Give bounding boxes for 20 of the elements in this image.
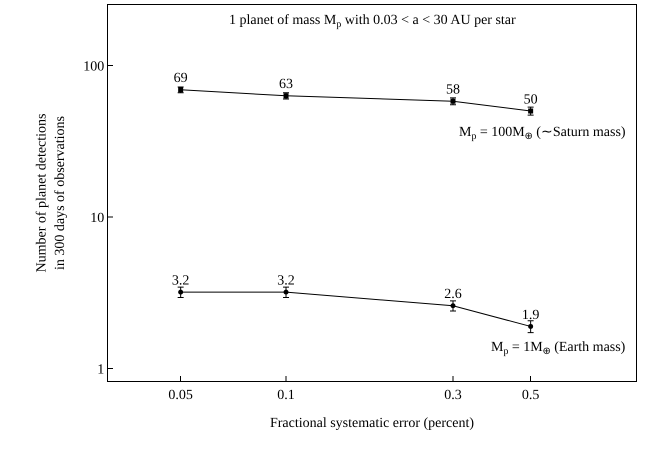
y-tick-label: 10 (90, 210, 104, 226)
y-tick-label: 1 (97, 362, 104, 378)
x-axis-title: Fractional systematic error (percent) (270, 416, 474, 432)
series-label: M$_{p}$ = 100M$_{⊕}$ (∼Saturn mass) (459, 125, 626, 142)
data-label: 3.2 (172, 273, 190, 288)
data-label: 50 (524, 92, 538, 108)
data-label: 63 (279, 77, 294, 92)
x-tick-label: 0.3 (444, 388, 462, 403)
y-axis-title: Number of planet detections in 300 days of observations (34, 113, 68, 273)
x-tick-label: 0.1 (277, 388, 295, 403)
data-label: 69 (174, 71, 188, 86)
series-label: M$_{p}$ = 1M$_{⊕}$ (Earth mass) (491, 340, 626, 357)
data-label: 3.2 (277, 273, 295, 288)
data-label: 2.6 (444, 287, 462, 302)
data-label: 58 (446, 82, 460, 98)
y-tick-label: 100 (83, 59, 104, 74)
x-tick-label: 0.5 (522, 388, 540, 403)
data-label: 1.9 (522, 308, 540, 323)
x-tick-label: 0.05 (168, 388, 193, 403)
annotation: 1 planet of mass M$_{p}$ with 0.03 < a < 30 AU per star (229, 13, 516, 30)
